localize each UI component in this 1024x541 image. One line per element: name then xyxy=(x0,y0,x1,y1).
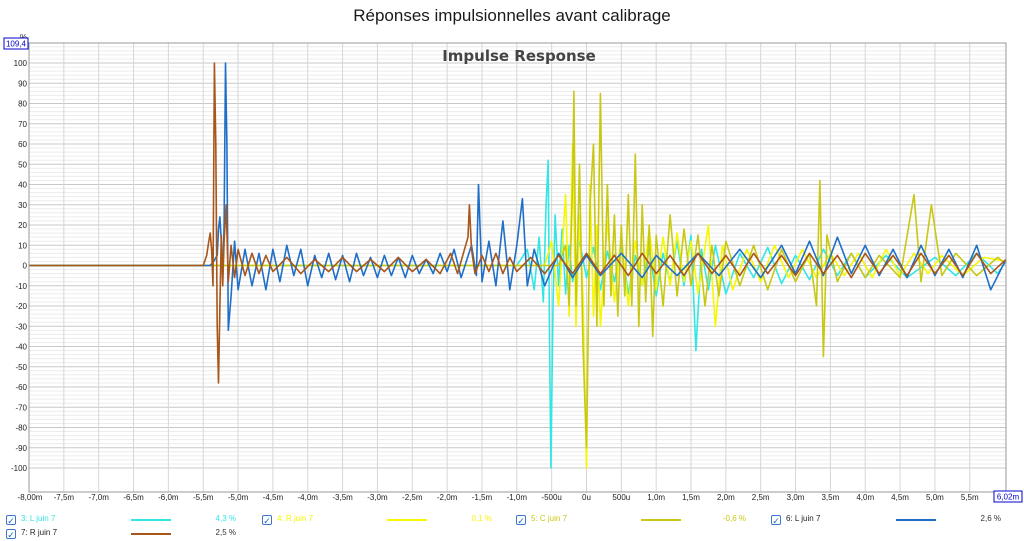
x-tick-label: -3,5m xyxy=(332,493,353,502)
y-tick-label: 20 xyxy=(18,221,27,230)
x-tick-label: -4,0m xyxy=(298,493,319,502)
legend-item-3: ✓ 5: C juin 7 -0,6 % xyxy=(516,513,756,526)
legend-item-1: ✓ 3: L juin 7 4,3 % xyxy=(6,513,246,526)
x-tick-label: -8,00m xyxy=(18,493,43,502)
legend-swatch xyxy=(131,533,171,535)
y-tick-label: 80 xyxy=(18,100,27,109)
y-tick-label: 70 xyxy=(18,120,27,129)
y-max-limit-box[interactable]: 109,4 xyxy=(3,37,29,50)
x-tick-label: 500u xyxy=(612,493,630,502)
y-tick-label: -70 xyxy=(15,403,27,412)
y-tick-label: -80 xyxy=(15,424,27,433)
series-lines xyxy=(29,62,1007,469)
legend-checkbox[interactable]: ✓ xyxy=(771,514,781,526)
legend-value: 2,5 % xyxy=(215,528,236,537)
series-line-3 xyxy=(29,90,1007,449)
page-title: Réponses impulsionnelles avant calibrage xyxy=(353,6,671,25)
y-tick-label: 50 xyxy=(18,160,27,169)
legend-swatch xyxy=(131,519,171,521)
x-tick-label: -2,0m xyxy=(437,493,458,502)
x-tick-label: -6,0m xyxy=(158,493,179,502)
y-max-label: 109,4 xyxy=(6,40,27,49)
y-tick-label: 100 xyxy=(14,59,28,68)
x-tick-label: 3,5m xyxy=(821,493,839,502)
x-tick-label: -3,0m xyxy=(367,493,388,502)
x-tick-label: 4,5m xyxy=(891,493,909,502)
legend: ✓ 3: L juin 7 4,3 % ✓ 4: R juin 7 0,1 % ✓ 5: C … xyxy=(0,511,1024,541)
x-tick-label: -7,5m xyxy=(54,493,75,502)
x-max-limit-box[interactable]: 6,02m xyxy=(993,490,1023,503)
legend-swatch xyxy=(896,519,936,521)
x-tick-label: -7,0m xyxy=(88,493,109,502)
x-tick-label: -5,0m xyxy=(228,493,249,502)
x-tick-label: -1,5m xyxy=(472,493,493,502)
legend-checkbox[interactable]: ✓ xyxy=(516,514,526,526)
x-tick-label: 4,0m xyxy=(856,493,874,502)
legend-value: 0,1 % xyxy=(471,514,492,523)
y-axis-ticks: 1009080706050403020100-10-20-30-40-50-60… xyxy=(11,59,28,473)
y-tick-label: 10 xyxy=(18,241,27,250)
x-tick-label: 0u xyxy=(582,493,591,502)
y-tick-label: -30 xyxy=(15,322,27,331)
legend-swatch xyxy=(387,519,427,521)
legend-item-4: ✓ 6: L juin 7 2,6 % xyxy=(771,513,1011,526)
x-tick-label: 5,5m xyxy=(961,493,979,502)
legend-value: 4,3 % xyxy=(215,514,236,523)
series-line-4 xyxy=(29,62,1007,332)
y-tick-label: 0 xyxy=(23,262,28,271)
legend-series-name: 3: L juin 7 xyxy=(21,514,56,523)
y-tick-label: 40 xyxy=(18,181,27,190)
impulse-response-chart: 1009080706050403020100-10-20-30-40-50-60… xyxy=(3,33,1023,503)
legend-series-name: 7: R juin 7 xyxy=(21,528,58,537)
x-tick-label: 5,0m xyxy=(926,493,944,502)
x-tick-label: -4,5m xyxy=(263,493,284,502)
x-tick-label: 2,0m xyxy=(717,493,735,502)
series-line-5 xyxy=(29,62,1007,384)
x-tick-label: -1,0m xyxy=(507,493,528,502)
legend-series-name: 5: C juin 7 xyxy=(531,514,568,523)
x-tick-label: 3,0m xyxy=(787,493,805,502)
y-tick-label: 60 xyxy=(18,140,27,149)
y-tick-label: 90 xyxy=(18,79,27,88)
x-axis-ticks: -8,00m -7,5m -7,0m -6,5m -6,0m -5,5m -5,0m -4,5… xyxy=(18,493,979,502)
y-tick-label: -50 xyxy=(15,363,27,372)
x-tick-label: -2,5m xyxy=(402,493,423,502)
chart-title: Impulse Response xyxy=(442,47,596,65)
y-tick-label: -90 xyxy=(15,444,27,453)
x-tick-label: 2,5m xyxy=(752,493,770,502)
x-tick-label: 1,5m xyxy=(682,493,700,502)
legend-swatch xyxy=(641,519,681,521)
y-tick-label: -60 xyxy=(15,383,27,392)
x-tick-label: -5,5m xyxy=(193,493,214,502)
x-tick-label: -6,5m xyxy=(123,493,144,502)
legend-value: -0,6 % xyxy=(722,514,746,523)
y-tick-label: -100 xyxy=(11,464,28,473)
x-tick-label: 1,0m xyxy=(647,493,665,502)
legend-checkbox[interactable]: ✓ xyxy=(262,514,272,526)
legend-series-name: 6: L juin 7 xyxy=(786,514,821,523)
y-tick-label: 30 xyxy=(18,201,27,210)
y-tick-label: -20 xyxy=(15,302,27,311)
legend-value: 2,6 % xyxy=(980,514,1001,523)
y-tick-label: -10 xyxy=(15,282,27,291)
plot-frame xyxy=(28,42,1007,493)
legend-item-5: ✓ 7: R juin 7 2,5 % xyxy=(6,527,246,540)
x-tick-label: -500u xyxy=(541,493,561,502)
legend-checkbox[interactable]: ✓ xyxy=(6,514,16,526)
legend-checkbox[interactable]: ✓ xyxy=(6,528,16,540)
x-max-label: 6,02m xyxy=(997,493,1020,502)
legend-series-name: 4: R juin 7 xyxy=(277,514,314,523)
legend-item-2: ✓ 4: R juin 7 0,1 % xyxy=(262,513,502,526)
y-tick-label: -40 xyxy=(15,343,27,352)
